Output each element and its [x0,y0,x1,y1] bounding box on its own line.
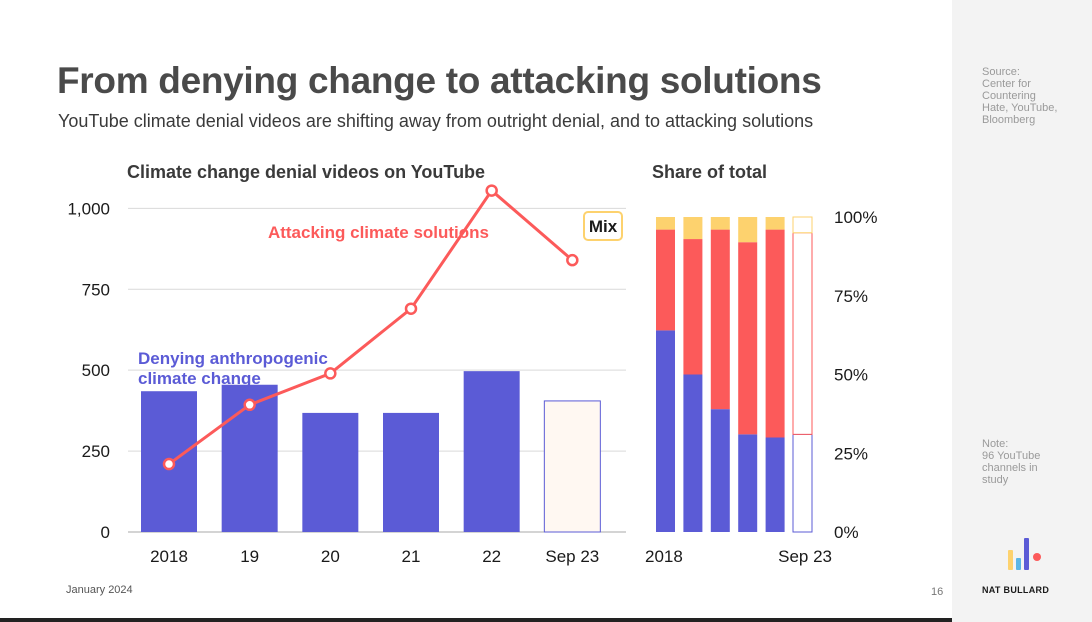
source-line: Countering [982,90,1036,102]
mix-legend-box [583,211,623,241]
slide-sidebar [952,0,1092,622]
share-segment [765,217,785,230]
share-chart-title: Share of total [652,162,768,182]
share-stacked-bars: 0% 25% 50% 75% 100% 2018 Sep 23 [645,208,877,566]
x-tick-label: 19 [240,547,259,566]
x-tick-label: 22 [482,547,501,566]
line-point [485,184,498,197]
slide-title: From denying change to attacking solutio… [57,60,822,101]
share-segment [683,374,703,532]
share-x-tick-label: Sep 23 [778,547,832,566]
y-tick-label: 1,000 [67,199,110,218]
share-x-tick-label: 2018 [645,547,683,566]
share-segment [765,437,785,532]
line-point [243,398,256,412]
source-note: Source: Center for Countering Hate, YouT… [982,66,1078,126]
share-y-tick-label: 75% [834,287,868,306]
share-segment [656,229,675,331]
share-segment [710,217,730,230]
denial-series-label: climate change [138,369,261,388]
x-tick-label: Sep 23 [545,547,599,566]
projected-share-segment [792,232,813,435]
brand-logo-icon [1008,538,1041,570]
footer-date: January 2024 [66,584,133,596]
share-segment [738,434,758,532]
share-segment [683,217,703,240]
line-point [162,457,176,471]
line-point [566,253,579,267]
share-y-tick-label: 50% [834,366,868,385]
brand-name: NAT BULLARD [982,585,1050,595]
share-segment [738,242,758,435]
y-tick-label: 0 [101,523,110,542]
solutions-line [162,184,579,471]
source-line: Source: [982,66,1020,78]
y-tick-label: 500 [82,361,110,380]
source-line: Center for [982,78,1031,90]
share-y-tick-label: 100% [834,208,877,227]
share-y-tick-label: 0% [834,523,859,542]
slide-subtitle: YouTube climate denial videos are shifti… [58,111,814,131]
line-point [404,302,418,315]
grid-lines [128,207,626,533]
page-number: 16 [931,586,944,598]
share-segment [738,217,758,243]
bar [383,412,439,532]
study-note: Note: 96 YouTube channels in study [982,438,1078,486]
source-line: Bloomberg [982,114,1036,126]
bar [302,412,359,532]
note-line: Note: [982,438,1009,450]
note-line: study [982,474,1009,486]
solutions-series-label: Attacking climate solutions [268,223,489,242]
source-line: Hate, YouTube, [982,102,1058,114]
bottom-rule [0,618,952,622]
share-segment [656,330,675,532]
share-segment [710,409,730,532]
projected-share-segment [792,216,813,234]
tick-labels: 0 250 500 750 1,000 2018 19 20 21 22 Sep 23 [67,199,599,566]
y-tick-label: 750 [82,280,110,299]
note-line: 96 YouTube [982,450,1041,462]
x-tick-label: 21 [402,547,421,566]
mix-legend-label: Mix [589,217,618,236]
share-segment [656,217,675,230]
projected-share-segment [792,433,813,533]
denial-series-label: Denying anthropogenic [138,349,328,368]
share-segment [765,229,785,438]
charts-canvas: 0 250 500 750 1,000 2018 19 20 21 22 Sep 23 0% 25% 5… [67,184,877,566]
x-tick-label: 20 [321,547,340,566]
series-labels: Attacking climate solutions Denying anthr… [138,211,623,388]
note-line: channels in [982,462,1038,474]
share-segment [710,229,730,410]
share-segment [683,239,703,375]
x-tick-label: 2018 [150,547,188,566]
solutions-line-path [168,189,574,466]
y-tick-label: 250 [82,442,110,461]
projected-bar [543,400,601,533]
bar-chart-title: Climate change denial videos on YouTube [127,162,486,182]
line-point [324,367,337,380]
bar [463,371,520,532]
share-y-tick-label: 25% [834,444,868,463]
